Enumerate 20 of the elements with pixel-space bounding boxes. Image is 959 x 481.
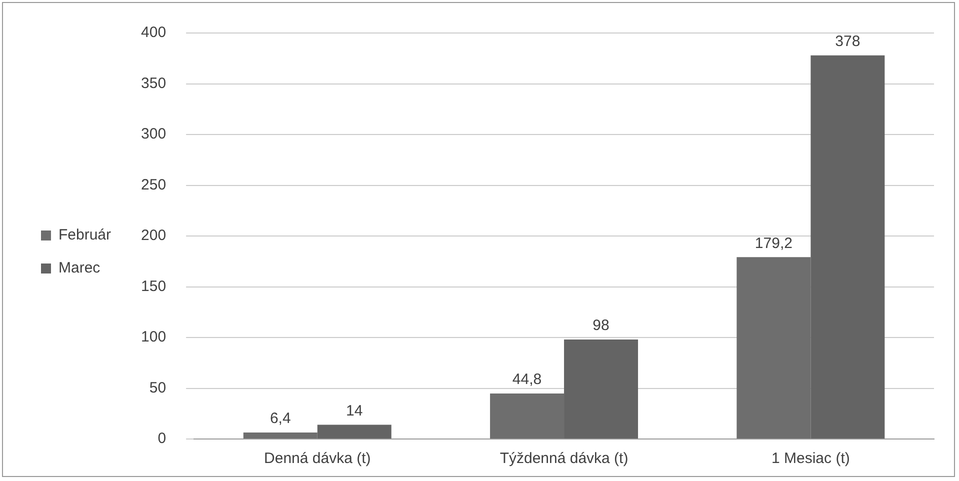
- data-label: 44,8: [512, 371, 542, 388]
- legend-label: Február: [58, 226, 112, 244]
- y-tick-label: 0: [158, 430, 166, 448]
- y-tick-label: 100: [141, 328, 166, 346]
- data-label: 378: [835, 32, 860, 50]
- y-tick-label: 150: [141, 278, 166, 295]
- y-tick-label: 200: [141, 227, 166, 244]
- y-tick-label: 50: [149, 379, 166, 396]
- data-label: 14: [346, 402, 363, 420]
- y-tick-label: 300: [141, 126, 166, 143]
- y-tick-label: 350: [141, 74, 166, 92]
- data-label: 98: [592, 317, 610, 334]
- data-label: 6,4: [270, 410, 291, 428]
- x-tick-label: Denná dávka (t): [264, 450, 371, 468]
- data-label: 179,2: [754, 234, 792, 252]
- x-tick-label: 1 Mesiac (t): [771, 450, 850, 468]
- y-tick-label: 250: [141, 176, 166, 194]
- legend-label: Marec: [58, 260, 101, 277]
- y-tick-label: 400: [141, 24, 166, 42]
- x-tick-label: Týždenná dávka (t): [500, 450, 628, 468]
